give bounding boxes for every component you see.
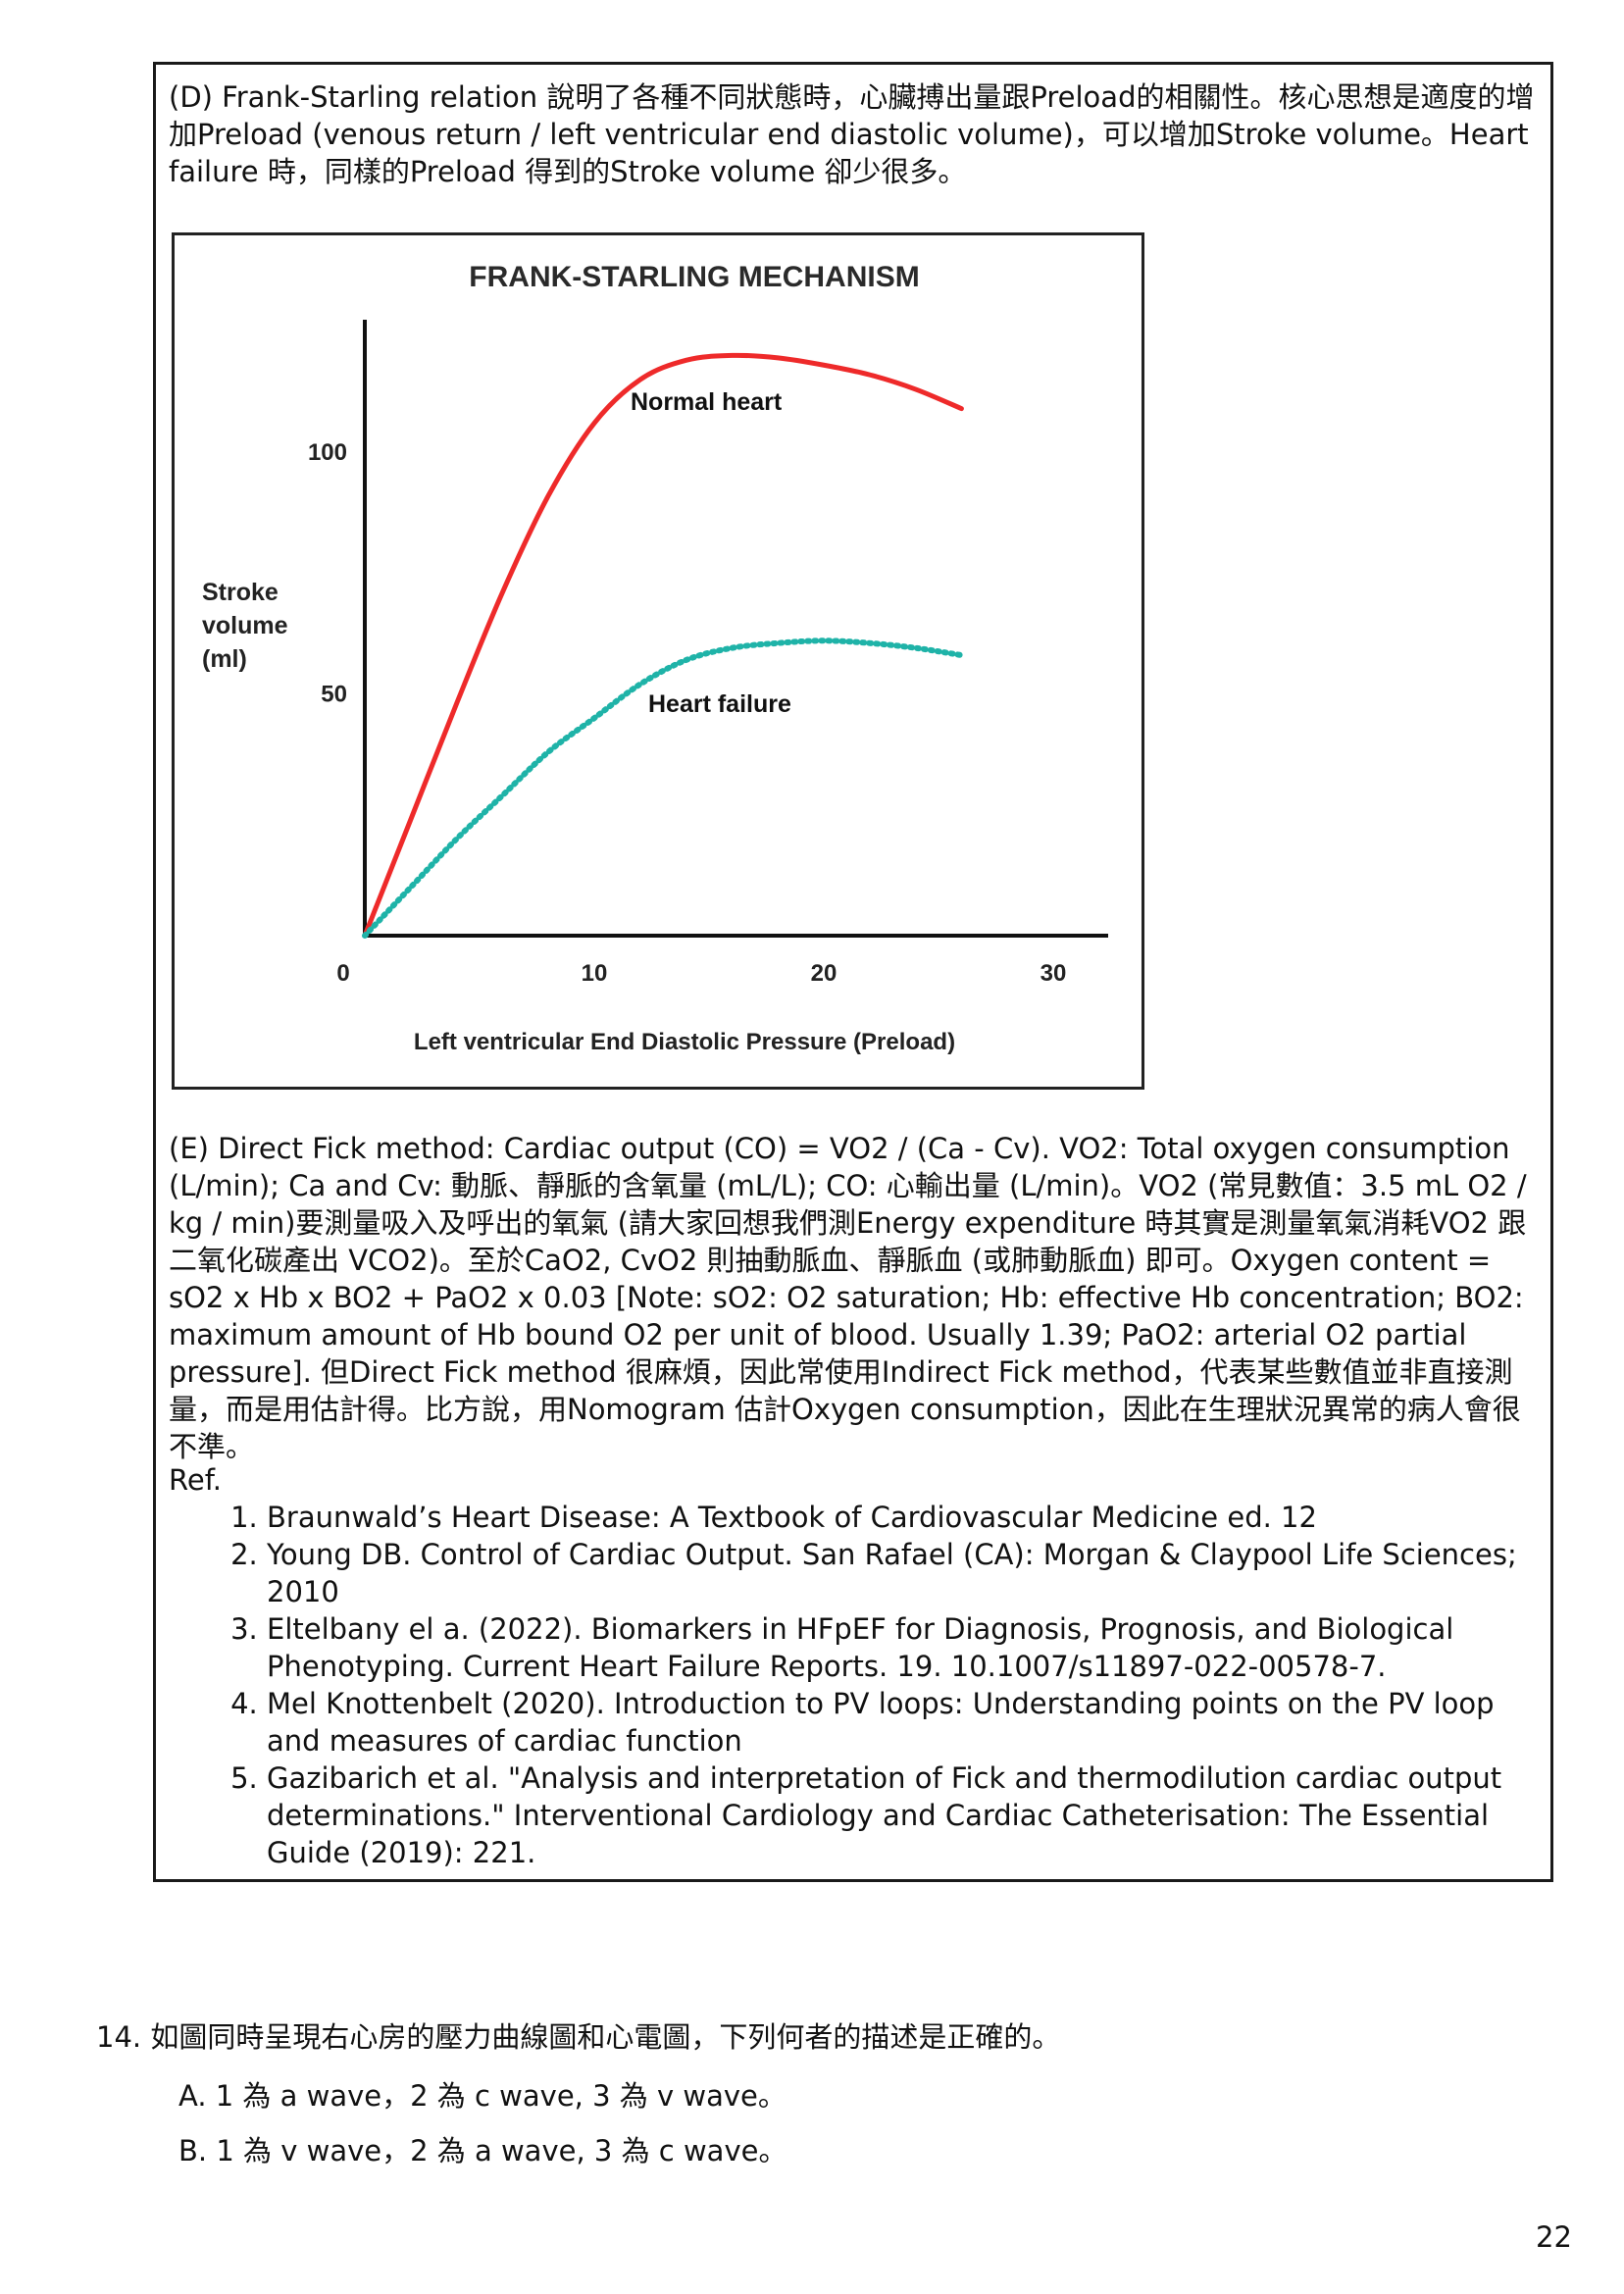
chart-svg: FRANK-STARLING MECHANISM 0 10 20 30 50 100 Stro… <box>202 261 1108 1055</box>
paragraph-direct-fick: (E) Direct Fick method: Cardiac output (… <box>169 1132 1527 1463</box>
x-axis-label: Left ventricular End Diastolic Pressure … <box>414 1029 955 1055</box>
question-stem: 14. 如圖同時呈現右心房的壓力曲線圖和心電圖，下列何者的描述是正確的。 <box>96 2020 1061 2054</box>
series-label-normal-heart: Normal heart <box>631 388 783 416</box>
x-tick-label: 20 <box>811 960 837 987</box>
frank-starling-chart: FRANK-STARLING MECHANISM 0 10 20 30 50 100 Stro… <box>172 232 1144 1090</box>
x-tick-label: 10 <box>582 960 608 987</box>
y-tick-label: 100 <box>308 439 347 466</box>
reference-list: Braunwald’s Heart Disease: A Textbook of… <box>169 1499 1532 1871</box>
x-tick-label: 0 <box>336 960 349 987</box>
series-label-heart-failure: Heart failure <box>648 690 791 718</box>
chart-title: FRANK-STARLING MECHANISM <box>469 261 919 293</box>
reference-item: Braunwald’s Heart Disease: A Textbook of… <box>267 1499 1532 1536</box>
y-axis-label: Stroke volume (ml) <box>202 579 288 673</box>
note-box <box>153 62 1553 1882</box>
option-a: A. 1 為 a wave，2 為 c wave, 3 為 v wave。 <box>178 2079 787 2113</box>
y-tick-label: 50 <box>321 682 347 708</box>
reference-item: Eltelbany el a. (2022). Biomarkers in HF… <box>267 1610 1532 1685</box>
reference-heading: Ref. <box>169 1463 223 1497</box>
reference-item: Gazibarich et al. "Analysis and interpre… <box>267 1759 1532 1871</box>
heart-failure-line <box>362 637 965 939</box>
x-tick-label: 30 <box>1040 960 1067 987</box>
option-b: B. 1 為 v wave，2 為 a wave, 3 為 c wave。 <box>178 2134 787 2167</box>
page-number: 22 <box>1536 2220 1572 2254</box>
normal-heart-line <box>362 352 964 939</box>
reference-item: Mel Knottenbelt (2020). Introduction to … <box>267 1685 1532 1759</box>
reference-item: Young DB. Control of Cardiac Output. San… <box>267 1536 1532 1610</box>
paragraph-frank-starling: (D) Frank-Starling relation 說明了各種不同狀態時，心… <box>169 80 1535 188</box>
